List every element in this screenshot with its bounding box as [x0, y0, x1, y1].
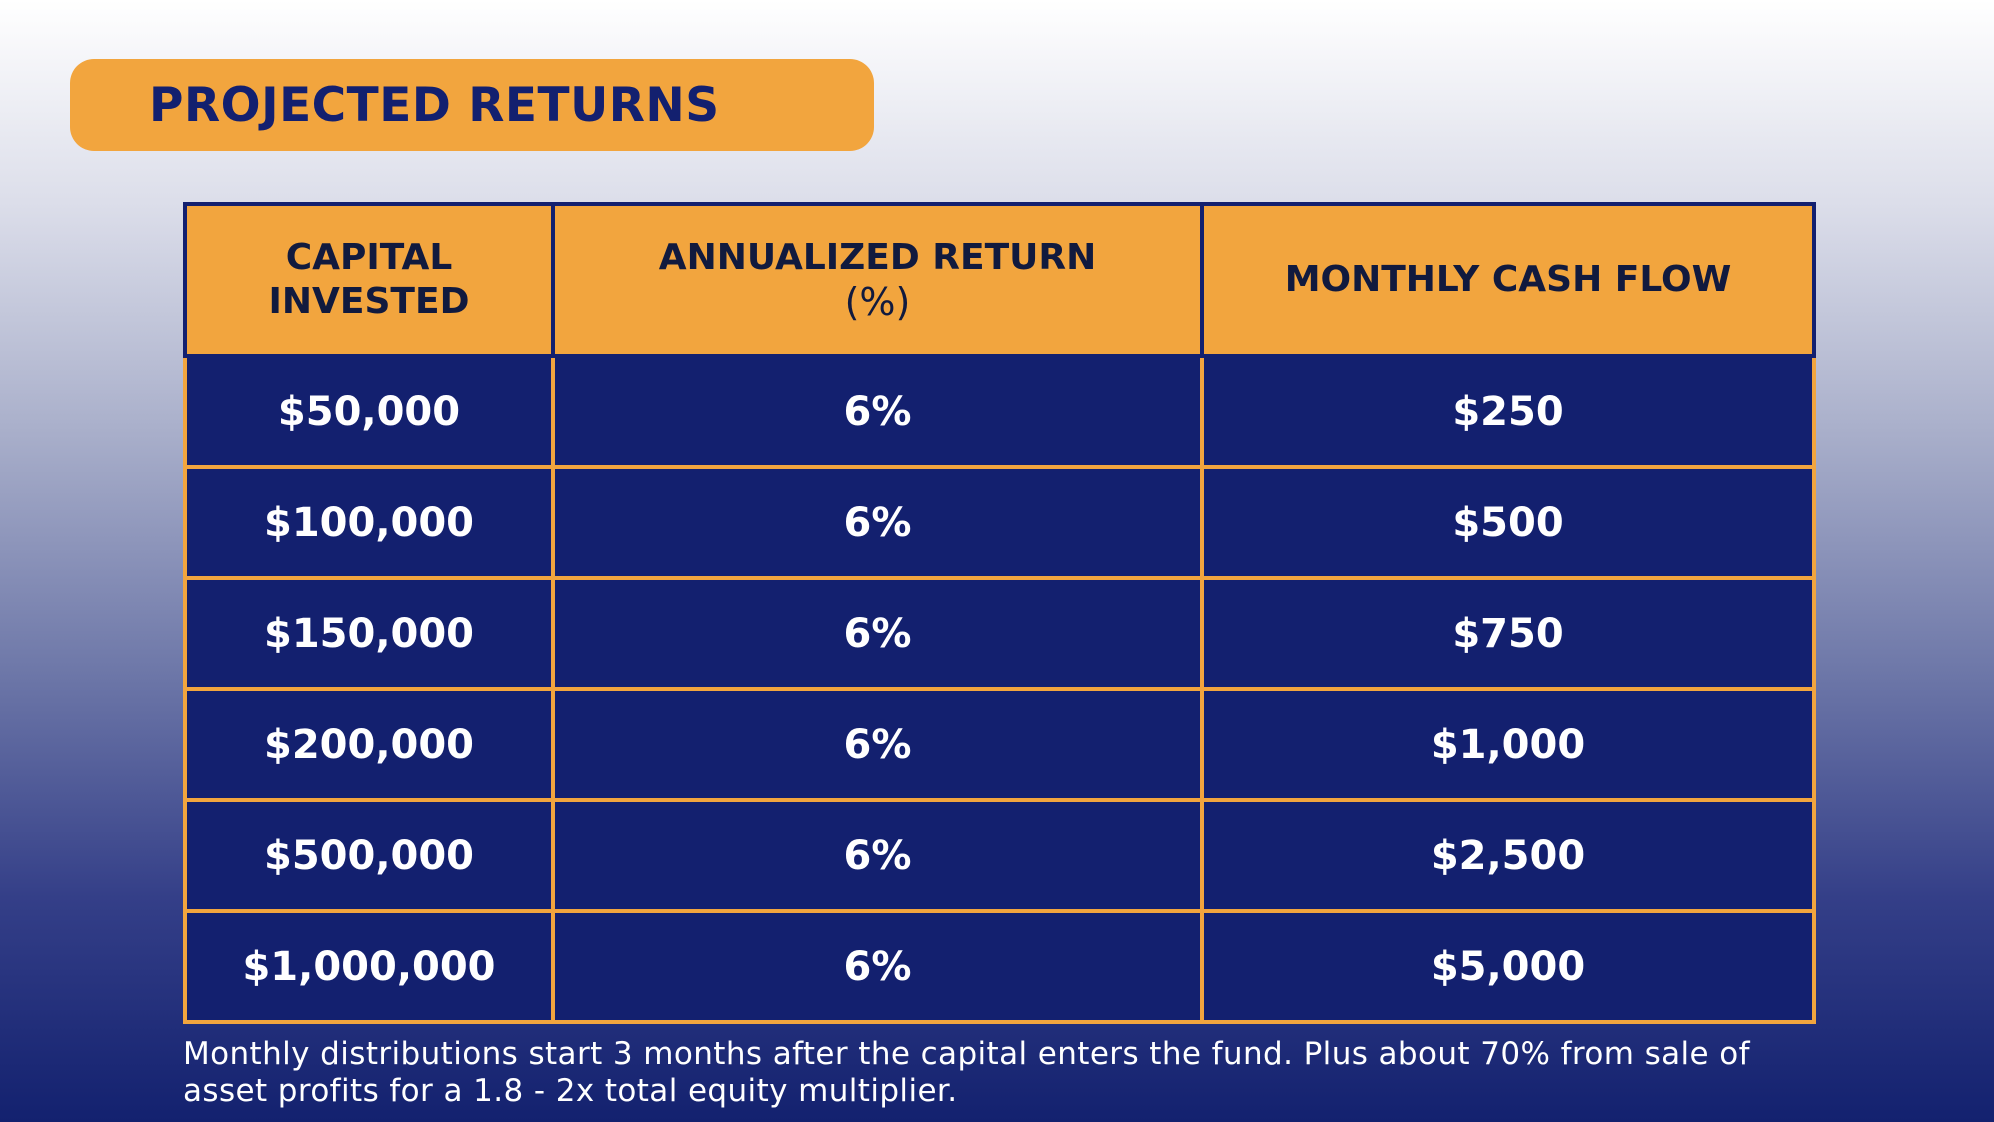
- table-row: $100,000 6% $500: [183, 465, 1816, 580]
- cell-capital: $100,000: [183, 465, 555, 580]
- header-capital-invested: CAPITAL INVESTED: [183, 202, 555, 358]
- header-annualized-return: ANNUALIZED RETURN (%): [551, 202, 1204, 358]
- cell-annualized: 6%: [551, 687, 1204, 802]
- table-row: $50,000 6% $250: [183, 354, 1816, 469]
- cell-annualized: 6%: [551, 909, 1204, 1024]
- cell-capital: $500,000: [183, 798, 555, 913]
- table-row: $150,000 6% $750: [183, 576, 1816, 691]
- table-header-row: CAPITAL INVESTED ANNUALIZED RETURN (%) M…: [183, 202, 1816, 358]
- cell-monthly: $5,000: [1200, 909, 1816, 1024]
- header-monthly-cash-flow: MONTHLY CASH FLOW: [1200, 202, 1816, 358]
- cell-monthly: $250: [1200, 354, 1816, 469]
- cell-annualized: 6%: [551, 354, 1204, 469]
- footnote: Monthly distributions start 3 months aft…: [183, 1036, 1750, 1109]
- returns-table: CAPITAL INVESTED ANNUALIZED RETURN (%) M…: [183, 202, 1816, 1024]
- title-banner: PROJECTED RETURNS: [70, 59, 874, 151]
- cell-capital: $200,000: [183, 687, 555, 802]
- header-annualized-return-unit: (%): [844, 280, 911, 324]
- cell-annualized: 6%: [551, 798, 1204, 913]
- cell-capital: $1,000,000: [183, 909, 555, 1024]
- cell-monthly: $2,500: [1200, 798, 1816, 913]
- cell-annualized: 6%: [551, 576, 1204, 691]
- table-row: $1,000,000 6% $5,000: [183, 909, 1816, 1024]
- header-annualized-return-label: ANNUALIZED RETURN: [658, 237, 1097, 278]
- page-title: PROJECTED RETURNS: [149, 77, 720, 133]
- cell-monthly: $1,000: [1200, 687, 1816, 802]
- cell-capital: $50,000: [183, 354, 555, 469]
- cell-capital: $150,000: [183, 576, 555, 691]
- cell-annualized: 6%: [551, 465, 1204, 580]
- cell-monthly: $500: [1200, 465, 1816, 580]
- cell-monthly: $750: [1200, 576, 1816, 691]
- table-row: $500,000 6% $2,500: [183, 798, 1816, 913]
- table-row: $200,000 6% $1,000: [183, 687, 1816, 802]
